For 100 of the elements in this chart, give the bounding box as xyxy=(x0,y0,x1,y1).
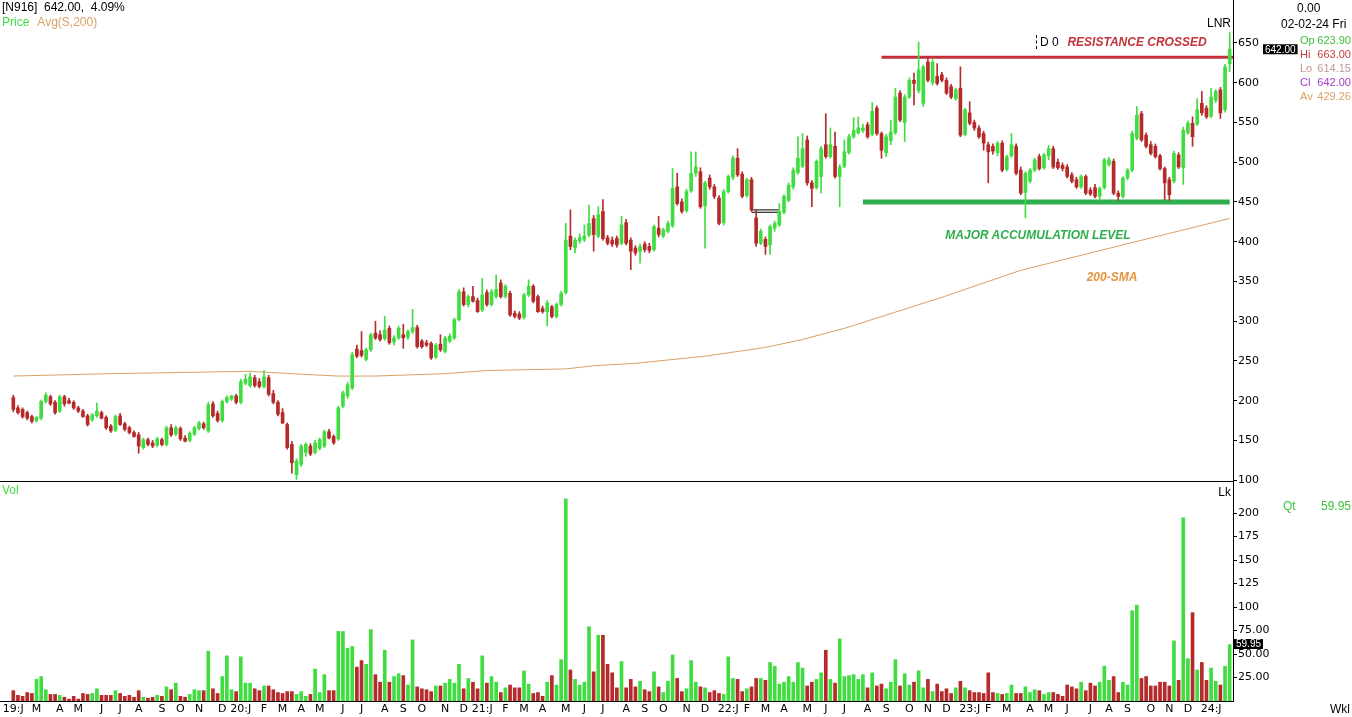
x-tick-label: N xyxy=(440,702,450,716)
x-tick-label: J xyxy=(98,702,104,716)
y-tick-label: 100 xyxy=(1238,473,1259,487)
x-tick-label: S xyxy=(641,702,649,716)
y-tick-label: 350 xyxy=(1238,274,1259,288)
x-tick-label: F xyxy=(260,702,268,716)
y-tick-label: 400 xyxy=(1238,234,1259,248)
x-tick-label: D xyxy=(1183,702,1193,716)
text: Op xyxy=(1300,33,1315,47)
x-tick-label: A xyxy=(55,702,64,716)
annotation: LNR xyxy=(1206,16,1231,30)
x-tick-label: 19:J xyxy=(2,702,24,716)
y-tick-label: 125 xyxy=(1238,576,1259,590)
y-tick-label: 50.00 xyxy=(1238,646,1270,660)
y-tick-label: 600 xyxy=(1238,75,1259,89)
y-tick-label: 200 xyxy=(1238,393,1259,407)
text: 0.00 xyxy=(1297,1,1321,15)
x-tick-label: N xyxy=(194,702,204,716)
annotation: MAJOR ACCUMULATION LEVEL xyxy=(945,228,1131,242)
y-tick-label: 300 xyxy=(1238,314,1259,328)
x-tick-label: D xyxy=(700,702,710,716)
text: 623.90 xyxy=(1317,33,1351,47)
x-tick-label: J xyxy=(1087,702,1093,716)
y-tick-label: 550 xyxy=(1238,115,1259,129)
x-tick-label: A xyxy=(1026,702,1035,716)
x-tick-label: O xyxy=(176,702,186,716)
text: Avg(S,200) xyxy=(37,15,98,29)
y-tick-label: 250 xyxy=(1238,353,1259,367)
x-tick-label: A xyxy=(780,702,789,716)
text: 614.15 xyxy=(1317,61,1351,75)
x-tick-label: M xyxy=(31,702,42,716)
x-tick-label: M xyxy=(314,702,325,716)
x-tick-label: 21:J xyxy=(471,702,493,716)
x-tick-label: A xyxy=(538,702,547,716)
text: 59.95 xyxy=(1320,499,1351,513)
y-tick-label: 200 xyxy=(1238,505,1259,519)
text: Hi xyxy=(1300,47,1311,61)
text: Cl xyxy=(1300,75,1311,89)
x-tick-label: J xyxy=(117,702,122,716)
y-tick-label: 150 xyxy=(1238,552,1259,566)
x-tick-label: O xyxy=(905,702,915,716)
text: Wkl xyxy=(1330,702,1350,716)
x-tick-label: J xyxy=(581,702,586,716)
x-tick-label: A xyxy=(297,702,306,716)
y-tick-label: 75.00 xyxy=(1238,623,1270,637)
text: Lo xyxy=(1300,61,1313,75)
text: Av xyxy=(1300,89,1313,103)
annotation: RESISTANCE CROSSED xyxy=(1067,35,1207,49)
x-tick-label: F xyxy=(985,702,992,716)
x-tick-label: J xyxy=(1064,702,1069,716)
y-tick-label: 450 xyxy=(1238,194,1259,208)
x-tick-label: J xyxy=(340,702,345,716)
x-tick-label: O xyxy=(658,702,668,716)
x-tick-label: M xyxy=(519,702,529,716)
y-tick-label: 650 xyxy=(1238,35,1259,49)
y-tick-label: 25.00 xyxy=(1238,670,1270,684)
x-tick-label: A xyxy=(134,702,143,716)
y-tick-label: 175 xyxy=(1238,529,1259,543)
x-tick-label: M xyxy=(1002,702,1012,716)
x-tick-label: F xyxy=(502,702,509,716)
y-tick-label: 150 xyxy=(1238,433,1259,447)
annotation: D 0 xyxy=(1036,35,1059,49)
x-tick-label: 20:J xyxy=(230,702,252,716)
x-tick-label: D xyxy=(217,702,227,716)
x-tick-label: O xyxy=(417,702,427,716)
text: 642.00 xyxy=(1265,43,1297,55)
text: Price xyxy=(2,15,30,29)
x-tick-label: N xyxy=(682,702,691,716)
x-tick-label: A xyxy=(1105,702,1114,716)
x-tick-label: M xyxy=(277,702,288,716)
x-tick-label: D xyxy=(459,702,468,716)
x-tick-label: S xyxy=(882,702,890,716)
x-tick-label: A xyxy=(863,702,872,716)
text: Qt xyxy=(1283,499,1296,513)
text: 02-02-24 Fri xyxy=(1281,17,1347,31)
x-tick-label: A xyxy=(622,702,631,716)
x-tick-label: J xyxy=(841,702,846,716)
text: 429.26 xyxy=(1317,89,1351,103)
x-tick-label: S xyxy=(1124,702,1132,716)
x-tick-label: M xyxy=(802,702,812,716)
x-tick-label: N xyxy=(1165,702,1174,716)
x-tick-label: J xyxy=(823,702,828,716)
chart-title: [N916] 642.00, 4.09% xyxy=(2,0,125,14)
text: Vol xyxy=(2,483,19,497)
x-tick-label: M xyxy=(561,702,571,716)
x-tick-label: S xyxy=(399,702,407,716)
x-tick-label: S xyxy=(158,702,166,716)
y-axis-title: Lk xyxy=(1218,485,1231,499)
y-tick-label: 500 xyxy=(1238,155,1259,169)
x-tick-label: 23:J xyxy=(959,702,981,716)
x-tick-label: O xyxy=(1146,702,1156,716)
text: 642.00 xyxy=(1317,76,1351,88)
x-tick-label: F xyxy=(743,702,751,716)
x-tick-label: D xyxy=(942,702,951,716)
text: 59.95 xyxy=(1234,638,1264,649)
x-tick-label: M xyxy=(73,702,84,716)
x-tick-label: M xyxy=(1043,702,1054,716)
text: 663.00 xyxy=(1317,47,1351,61)
x-tick-label: A xyxy=(380,702,389,716)
x-tick-label: J xyxy=(358,702,364,716)
